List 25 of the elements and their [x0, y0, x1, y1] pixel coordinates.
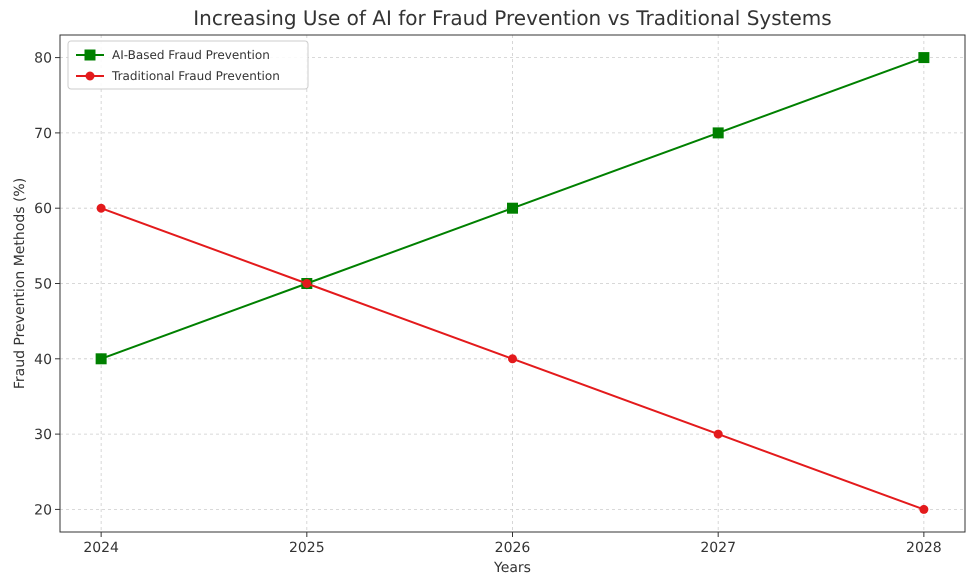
- point: [918, 52, 930, 64]
- point: [712, 127, 724, 138]
- point: [507, 202, 518, 214]
- point: [714, 430, 723, 439]
- x-tick-label: 2028: [906, 540, 942, 556]
- legend-label: AI-Based Fraud Prevention: [112, 48, 270, 62]
- y-tick-label: 80: [34, 50, 52, 67]
- point: [508, 354, 517, 364]
- x-tick-label: 2026: [494, 540, 530, 556]
- y-tick-label: 40: [34, 352, 52, 368]
- y-tick-label: 30: [34, 427, 52, 444]
- point: [96, 353, 107, 364]
- y-tick-label: 20: [34, 502, 52, 518]
- y-tick-label: 50: [34, 276, 52, 292]
- x-tick-label: 2027: [700, 540, 736, 556]
- y-axis-title: Fraud Prevention Methods (%): [12, 178, 28, 390]
- point: [96, 204, 106, 213]
- point: [919, 504, 928, 514]
- chart-title: Increasing Use of AI for Fraud Prevention vs Traditional Systems: [193, 6, 832, 30]
- x-tick-label: 2025: [289, 540, 325, 556]
- x-tick-label: 2024: [83, 540, 120, 556]
- y-tick-label: 70: [34, 126, 52, 142]
- y-tick-label: 60: [34, 201, 52, 218]
- x-axis-title: Years: [493, 560, 531, 576]
- legend-label: Traditional Fraud Prevention: [111, 69, 280, 83]
